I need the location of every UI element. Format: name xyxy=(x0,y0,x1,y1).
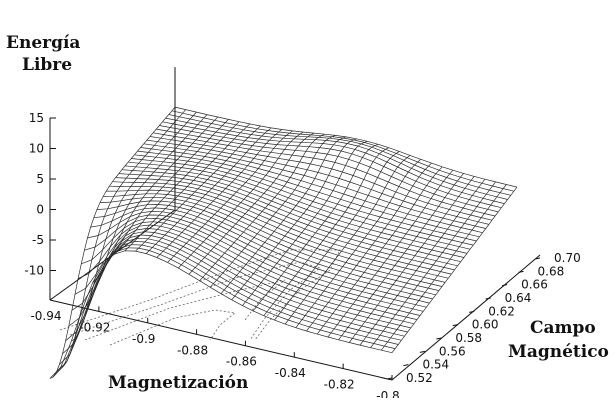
mesh-line-u-38 xyxy=(56,244,399,373)
mesh-line-v-6 xyxy=(113,121,240,255)
mesh-line-v-25 xyxy=(316,166,443,335)
mesh-line-v-8 xyxy=(135,125,261,252)
z-tick-label: -10 xyxy=(24,264,44,278)
mesh-line-u-25 xyxy=(96,200,439,291)
mesh-line-v-29 xyxy=(359,178,486,346)
mesh-line-u-1 xyxy=(171,110,514,192)
y-tick-mark xyxy=(419,350,425,353)
mesh-line-v-20 xyxy=(263,147,389,316)
mesh-line-v-24 xyxy=(306,162,432,332)
mesh-line-v-15 xyxy=(210,135,336,288)
z-tick-label: -5 xyxy=(32,233,44,247)
mesh-line-v-19 xyxy=(252,143,379,312)
y-tick-mark xyxy=(469,310,475,313)
mesh-line-v-7 xyxy=(124,123,251,252)
x-tick-label: -0.92 xyxy=(79,320,110,334)
contour-line-2 xyxy=(84,279,286,341)
mesh-line-v-5 xyxy=(103,119,229,265)
y-tick-mark xyxy=(502,284,508,287)
y-tick-label: 0.56 xyxy=(439,344,466,358)
mesh-line-v-0 xyxy=(49,106,176,379)
y-tick-mark xyxy=(518,270,524,273)
mesh-line-u-32 xyxy=(74,224,418,320)
mesh-line-u-36 xyxy=(62,237,405,355)
mesh-line-v-16 xyxy=(220,136,347,294)
x-tick-label: -0.86 xyxy=(226,355,257,369)
mesh-line-v-1 xyxy=(60,109,186,368)
contour-line-1 xyxy=(69,261,321,341)
y-tick-label: 0.54 xyxy=(422,358,449,372)
y-tick-mark xyxy=(534,257,541,260)
mesh-line-v-2 xyxy=(71,111,197,342)
y-tick-mark xyxy=(485,297,491,300)
x-tick-label: -0.94 xyxy=(30,309,61,323)
mesh-line-v-14 xyxy=(199,133,325,281)
mesh-line-v-4 xyxy=(92,116,219,283)
mesh-line-v-23 xyxy=(295,159,422,328)
tick-labels: 15 10 5 0 -5 -10 -0.94 -0.92 -0.9 -0.88 -0.86 -0.84… xyxy=(24,111,581,403)
y-axis-label-line1: Campo xyxy=(530,318,596,338)
mesh-line-u-28 xyxy=(87,211,430,304)
y-tick-label: 0.60 xyxy=(472,318,499,332)
mesh-line-v-32 xyxy=(391,186,518,353)
mesh-line-v-27 xyxy=(338,173,464,341)
mesh-line-v-12 xyxy=(178,131,304,269)
mesh-line-v-10 xyxy=(156,129,283,258)
mesh-line-v-11 xyxy=(167,130,293,263)
mesh-line-v-18 xyxy=(242,140,368,306)
x-axis-line xyxy=(49,299,393,381)
y-axis-line xyxy=(391,254,541,381)
mesh-line-v-22 xyxy=(284,155,411,325)
mesh-line-v-31 xyxy=(381,184,507,351)
z-axis-label-line2: Libre xyxy=(22,55,72,75)
y-axis-label-line2: Magnético xyxy=(508,342,609,362)
mesh-line-v-30 xyxy=(370,181,496,348)
z-tick-label: 0 xyxy=(36,203,44,217)
x-tick-label: -0.88 xyxy=(177,343,208,357)
y-tick-label: 0.64 xyxy=(505,291,532,305)
mesh-line-u-29 xyxy=(84,214,427,308)
y-tick-label: 0.68 xyxy=(538,264,565,278)
y-tick-label: 0.58 xyxy=(455,331,482,345)
contour-projection xyxy=(59,249,341,346)
z-tick-label: 15 xyxy=(29,111,44,125)
z-tick-label: 10 xyxy=(29,142,44,156)
y-tick-mark xyxy=(452,324,458,327)
y-tick-label: 0.70 xyxy=(554,251,581,265)
y-tick-mark xyxy=(436,337,442,340)
x-axis-label: Magnetización xyxy=(108,373,248,393)
z-tick-label: 5 xyxy=(36,172,44,186)
y-tick-label: 0.66 xyxy=(521,278,548,292)
mesh-line-v-26 xyxy=(327,169,454,338)
x-tick-label: -0.82 xyxy=(324,378,355,392)
x-tick-label: -0.9 xyxy=(132,332,155,346)
x-tick-label: -0.84 xyxy=(275,366,306,380)
y-tick-label: 0.52 xyxy=(406,371,433,385)
x-tick-label: -0.8 xyxy=(376,389,399,398)
contour-line-0 xyxy=(59,249,341,341)
mesh-line-v-13 xyxy=(188,132,315,275)
y-tick-mark xyxy=(403,364,409,367)
energy-surface-mesh xyxy=(49,106,518,379)
mesh-line-v-9 xyxy=(145,127,272,254)
y-tick-label: 0.62 xyxy=(488,304,515,318)
y-tick-mark xyxy=(386,377,393,380)
mesh-line-v-3 xyxy=(81,114,208,310)
mesh-line-v-21 xyxy=(274,151,400,321)
contour-line-3 xyxy=(109,309,236,346)
z-axis-label-line1: Energía xyxy=(6,33,80,53)
mesh-line-v-17 xyxy=(231,138,357,301)
mesh-line-v-28 xyxy=(349,176,475,343)
